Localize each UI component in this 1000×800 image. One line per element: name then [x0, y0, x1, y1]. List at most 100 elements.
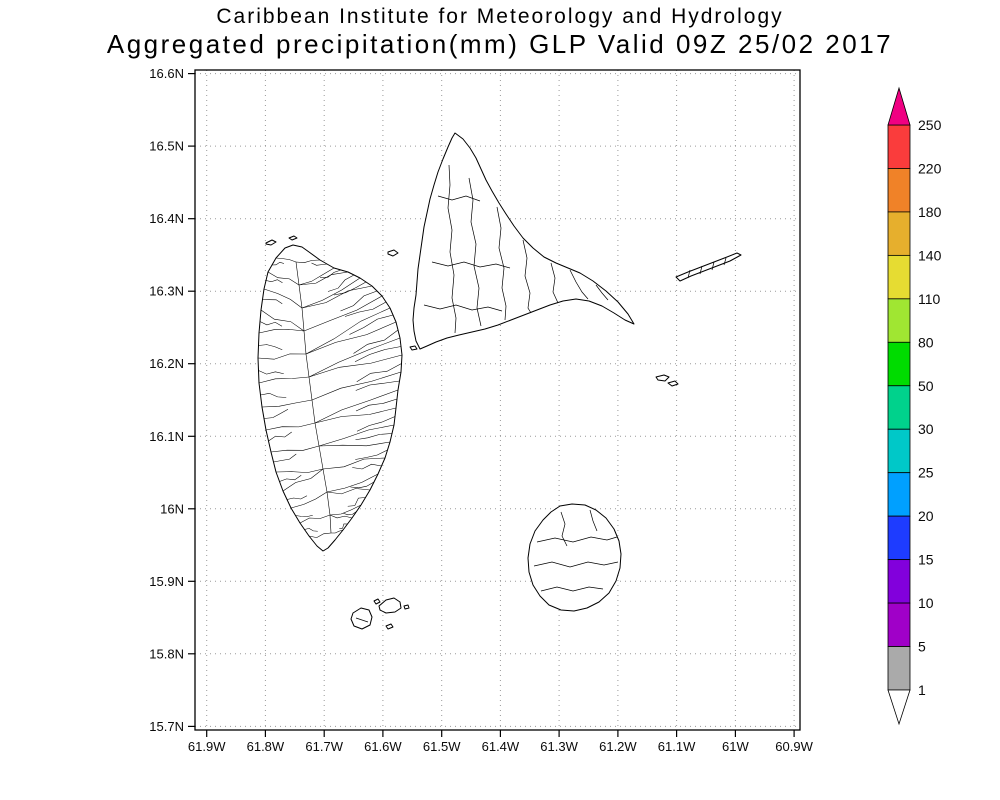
drainage-line	[261, 399, 313, 408]
island-terre-de-haut	[378, 597, 402, 614]
island-petite-terre-west	[655, 374, 670, 382]
colorbar-segment	[887, 559, 911, 604]
gridlines	[195, 70, 800, 730]
drainage-line	[305, 307, 391, 355]
islet-petit-cul-de-sac	[409, 345, 418, 351]
drainage-line	[308, 337, 401, 378]
lon-tick-label: 61.9W	[188, 739, 226, 754]
drainage-line	[326, 488, 371, 495]
drainage-line	[257, 353, 307, 360]
basin-boundary-line	[437, 195, 481, 202]
lat-tick-label: 16N	[160, 501, 184, 516]
islet-les-saintes-3	[385, 623, 394, 630]
drainage-line	[295, 259, 321, 263]
basin-boundary-line	[595, 284, 609, 301]
drainage-line	[295, 514, 313, 517]
drainage-line	[258, 344, 283, 351]
drainage-line	[267, 271, 300, 286]
lat-tick-label: 16.6N	[149, 66, 184, 81]
drainage-line	[304, 528, 318, 532]
drainage-line	[260, 393, 287, 398]
product-title: Aggregated precipitation(mm) GLP Valid 0…	[106, 29, 894, 59]
drainage-line	[344, 301, 387, 317]
drainage-line	[298, 271, 349, 286]
drainage-line	[290, 491, 328, 509]
colorbar-segment	[887, 602, 911, 647]
lat-tick-label: 15.9N	[149, 574, 184, 589]
drainage-line	[327, 274, 355, 292]
drainage-line	[347, 497, 366, 507]
colorbar-label: 25	[918, 465, 934, 481]
lat-tick-label: 16.4N	[149, 211, 184, 226]
lon-tick-label: 61W	[722, 739, 749, 754]
basin-boundary-line	[533, 561, 619, 568]
precipitation-colorbar: 250 220 180 140 110 80 50 30 25 20 15 10 5 1	[887, 86, 942, 726]
drainage-line	[353, 329, 399, 354]
drainage-line	[326, 473, 379, 493]
drainage-line	[263, 409, 289, 419]
drainage-line	[339, 523, 348, 529]
colorbar-segment	[887, 298, 911, 343]
basin-boundary-line	[355, 617, 369, 623]
drainage-line	[329, 504, 362, 516]
lat-tick-label: 16.5N	[149, 139, 184, 154]
island-petite-terre-east	[667, 380, 679, 387]
drainage-line	[311, 371, 402, 401]
basin-boundary-line	[569, 269, 589, 300]
drainage-line	[314, 407, 397, 424]
drainage-line	[260, 309, 305, 332]
colorbar-label: 10	[918, 595, 934, 611]
drainage-line	[322, 457, 386, 470]
drainage-line	[259, 321, 283, 327]
drainage-line	[329, 514, 353, 519]
basin-boundary-line	[496, 206, 507, 321]
drainage-line	[308, 532, 332, 538]
basin-boundary-line	[536, 536, 618, 543]
colorbar-label: 20	[918, 508, 934, 524]
colorbar-segment	[887, 428, 911, 474]
colorbar-segment	[887, 254, 911, 300]
lon-tick-label: 60.9W	[775, 739, 813, 754]
colorbar-label: 110	[918, 291, 941, 307]
drainage-line	[314, 389, 399, 424]
islet-kahouanne	[265, 239, 277, 246]
drainage-line	[301, 285, 373, 309]
colorbar-segment	[887, 341, 911, 387]
drainage-line	[350, 481, 375, 489]
lat-tick-label: 16.1N	[149, 429, 184, 444]
basin-boundary-line	[560, 511, 568, 547]
drainage-line	[349, 314, 394, 335]
colorbar-arrow-up	[887, 86, 911, 126]
colorbar-segment	[887, 515, 911, 561]
drainage-line	[301, 277, 361, 309]
colorbar-label: 250	[918, 117, 942, 133]
drainage-line	[355, 380, 400, 391]
drainage-line	[355, 433, 393, 441]
drainage-line	[303, 295, 383, 332]
drainage-line	[268, 431, 292, 442]
drainage-line	[331, 529, 344, 534]
lon-tick-label: 61.7W	[305, 739, 343, 754]
drainage-line	[258, 370, 284, 375]
lon-tick-label: 61.5W	[423, 739, 461, 754]
drainage-line	[352, 463, 382, 470]
lon-tick-label: 61.2W	[599, 739, 637, 754]
lon-tick-label: 61.6W	[364, 739, 402, 754]
drainage-line	[319, 269, 342, 278]
colorbar-label: 140	[918, 247, 942, 263]
lon-tick-label: 61.3W	[540, 739, 578, 754]
lat-tick-label: 16.2N	[149, 356, 184, 371]
colorbar-segment	[887, 385, 911, 430]
colorbar-label: 5	[918, 639, 926, 655]
drainage-line	[355, 449, 388, 460]
basin-boundary-line	[522, 239, 532, 314]
drainage-line	[258, 329, 305, 334]
drainage-line	[340, 290, 378, 312]
drainage-line	[305, 321, 397, 355]
islet-fajou	[387, 249, 399, 257]
drainage-line	[333, 281, 367, 296]
basin-boundary-line	[723, 257, 727, 266]
colorbar-segment	[887, 211, 911, 256]
drainage-line	[265, 422, 316, 431]
drainage-line	[355, 398, 398, 412]
